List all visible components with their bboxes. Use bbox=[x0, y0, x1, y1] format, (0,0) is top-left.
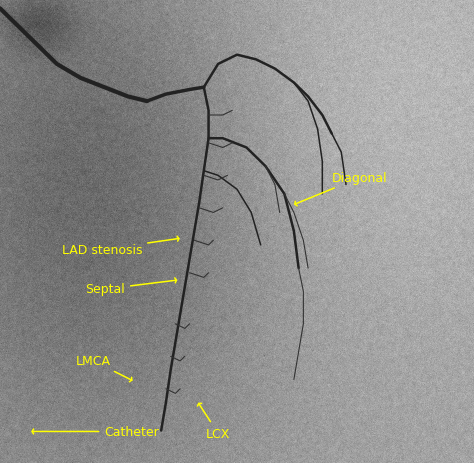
Text: LAD stenosis: LAD stenosis bbox=[62, 237, 179, 257]
Text: LCX: LCX bbox=[197, 403, 230, 440]
Text: LMCA: LMCA bbox=[76, 355, 132, 382]
Text: Diagonal: Diagonal bbox=[295, 172, 387, 206]
Text: Septal: Septal bbox=[85, 278, 176, 296]
Text: Catheter: Catheter bbox=[32, 425, 159, 438]
